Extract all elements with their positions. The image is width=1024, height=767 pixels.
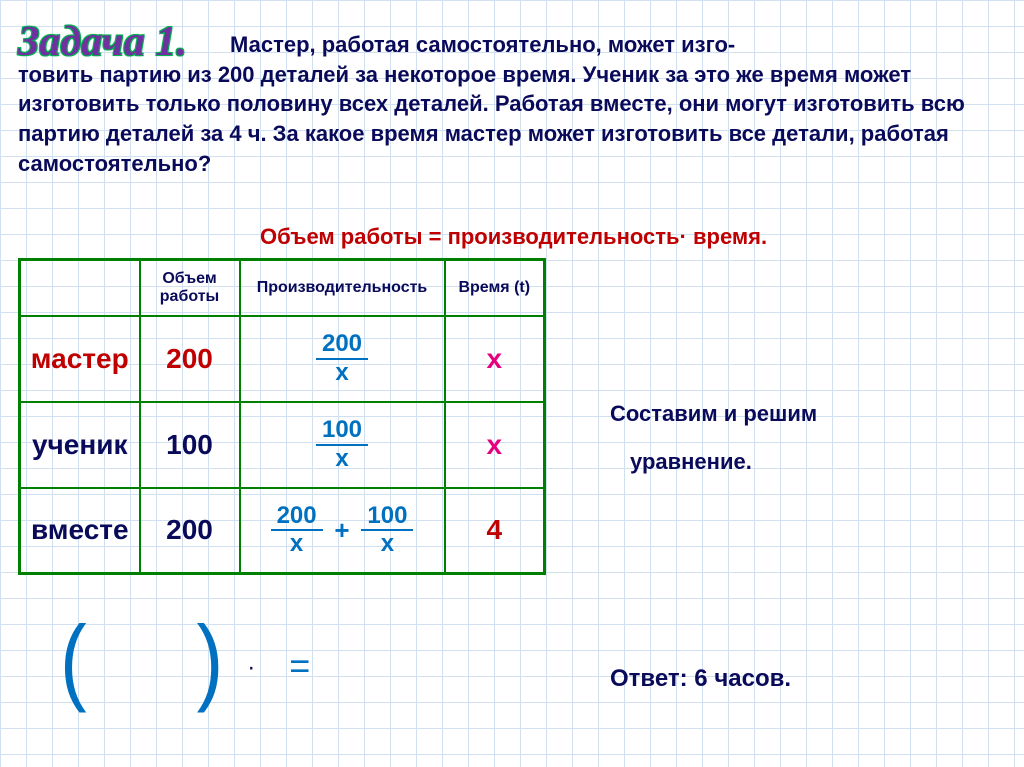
work-table: Объем работы Производительность Время (t… — [18, 258, 546, 575]
cell-productivity: 200 x + 100 x — [240, 488, 445, 574]
dot-operator-icon: · — [223, 656, 279, 680]
answer-text: Ответ: 6 часов. — [610, 665, 791, 693]
problem-text: Мастер, работая самостоятельно, может из… — [230, 30, 1015, 178]
frac-den: x — [361, 531, 413, 557]
cell-volume: 200 — [140, 316, 240, 402]
frac-num: 200 — [316, 331, 368, 359]
equation-skeleton: ( ) · = — [60, 620, 320, 700]
plus-icon: + — [330, 515, 353, 545]
th-corner — [20, 260, 140, 316]
cell-productivity: 100 x — [240, 402, 445, 488]
side-note-l1: Составим и решим — [610, 390, 817, 438]
row-label-master: мастер — [20, 316, 140, 402]
table-row: вместе 200 200 x + 100 x 4 — [20, 488, 545, 574]
left-paren-icon: ( — [60, 612, 87, 708]
row-label-student: ученик — [20, 402, 140, 488]
frac-num: 200 — [271, 503, 323, 531]
fraction: 200 x — [316, 331, 368, 386]
fraction: 100 x — [316, 417, 368, 472]
table-row: ученик 100 100 x x — [20, 402, 545, 488]
frac-den: x — [316, 360, 368, 386]
frac-num: 100 — [361, 503, 413, 531]
equals-icon: = — [279, 648, 320, 684]
problem-rest: товить партию из 200 деталей за некоторо… — [18, 60, 1018, 179]
cell-volume: 200 — [140, 488, 240, 574]
formula-line: Объем работы = производительность· время… — [260, 224, 767, 250]
side-note: Составим и решим уравнение. — [610, 390, 817, 487]
frac-den: x — [271, 531, 323, 557]
th-volume: Объем работы — [140, 260, 240, 316]
th-time: Время (t) — [445, 260, 545, 316]
fraction: 100 x — [361, 503, 413, 558]
right-paren-icon: ) — [197, 612, 224, 708]
table-header-row: Объем работы Производительность Время (t… — [20, 260, 545, 316]
cell-productivity: 200 x — [240, 316, 445, 402]
row-label-together: вместе — [20, 488, 140, 574]
cell-volume: 100 — [140, 402, 240, 488]
cell-time: x — [445, 402, 545, 488]
th-productivity: Производительность — [240, 260, 445, 316]
fraction: 200 x — [271, 503, 323, 558]
frac-num: 100 — [316, 417, 368, 445]
frac-den: x — [316, 446, 368, 472]
side-note-l2: уравнение. — [610, 438, 817, 486]
cell-time: 4 — [445, 488, 545, 574]
problem-line1: Мастер, работая самостоятельно, может из… — [230, 32, 735, 57]
table-row: мастер 200 200 x x — [20, 316, 545, 402]
cell-time: x — [445, 316, 545, 402]
